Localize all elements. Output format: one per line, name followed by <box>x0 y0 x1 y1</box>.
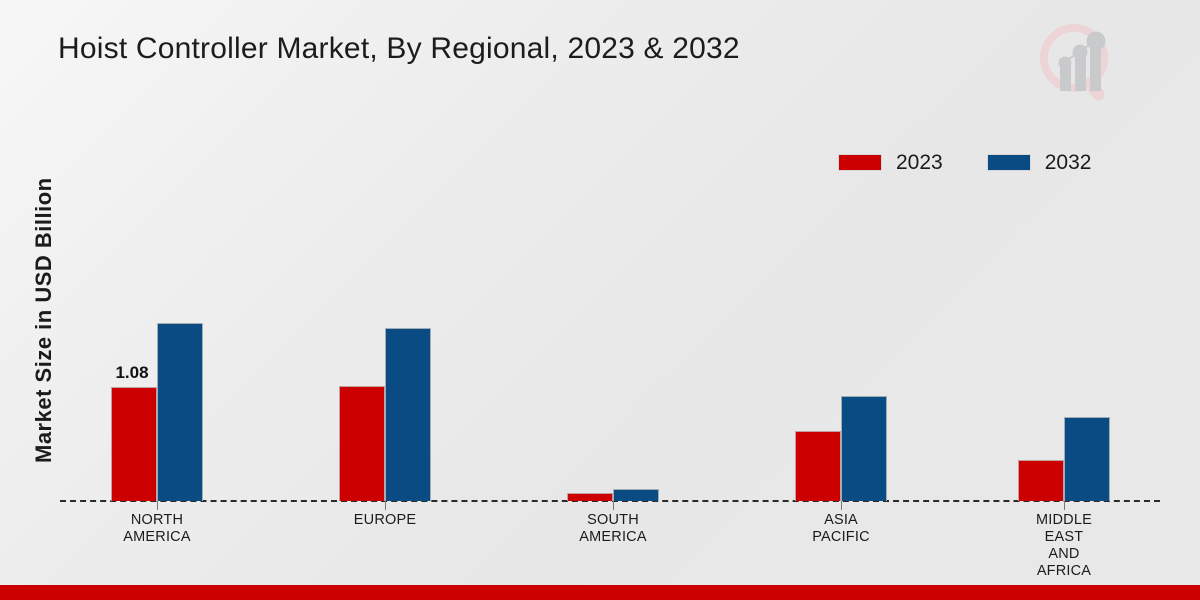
x-axis-label-line: MIDDLE <box>1036 512 1092 528</box>
x-axis-label-europe: EUROPE <box>315 512 455 529</box>
x-axis-tick <box>157 501 158 510</box>
bar-2032-north-america[interactable] <box>157 323 203 501</box>
bar-2032-middle-east-and-africa[interactable] <box>1064 417 1110 501</box>
legend-label-2032: 2032 <box>1044 151 1092 174</box>
bar-2032-south-america[interactable] <box>613 489 659 501</box>
bar-2032-europe[interactable] <box>385 328 431 501</box>
x-axis-baseline <box>60 500 1160 502</box>
chart-legend: 2023 2032 <box>838 152 1091 173</box>
x-axis-label-line: SOUTH <box>587 512 639 528</box>
x-axis-tick <box>1064 501 1065 510</box>
legend-label-2023: 2023 <box>896 151 943 174</box>
x-axis-label-line: EAST <box>1044 529 1084 545</box>
bar-value-label: 1.08 <box>115 362 149 382</box>
x-axis-label-middle-east-and-africa: MIDDLE EAST AND AFRICA <box>994 512 1134 580</box>
bar-2023-north-america[interactable] <box>111 386 157 501</box>
legend-swatch-2032 <box>986 154 1031 171</box>
x-axis-label-line: NORTH <box>130 512 184 528</box>
legend-item-2032[interactable]: 2032 <box>986 151 1092 174</box>
x-axis-label-south-america: SOUTH AMERICA <box>543 512 683 546</box>
bar-2023-south-america[interactable] <box>567 492 613 501</box>
footer-accent-bar <box>0 585 1200 600</box>
bar-2023-europe[interactable] <box>339 385 385 501</box>
x-axis-label-line: EUROPE <box>353 512 417 528</box>
x-axis-label-line: AND <box>1048 546 1080 562</box>
x-axis-label-line: PACIFIC <box>812 529 870 545</box>
bar-2023-middle-east-and-africa[interactable] <box>1018 459 1064 501</box>
x-axis-label-line: AMERICA <box>579 529 647 545</box>
legend-swatch-2023 <box>838 154 882 171</box>
x-axis-tick <box>385 501 386 510</box>
x-axis-label-asia-pacific: ASIA PACIFIC <box>771 512 911 546</box>
x-axis-label-line: AFRICA <box>1036 563 1092 579</box>
chart-title: Hoist Controller Market, By Regional, 20… <box>58 32 740 65</box>
x-axis-label-line: AMERICA <box>123 529 191 545</box>
x-axis-tick <box>613 501 614 510</box>
bar-2032-asia-pacific[interactable] <box>841 396 887 501</box>
x-axis-label-line: ASIA <box>824 512 858 528</box>
x-axis-tick <box>841 501 842 510</box>
legend-item-2023[interactable]: 2023 <box>838 152 943 173</box>
bar-2023-asia-pacific[interactable] <box>795 431 841 501</box>
x-axis-label-north-america: NORTH AMERICA <box>87 512 227 546</box>
